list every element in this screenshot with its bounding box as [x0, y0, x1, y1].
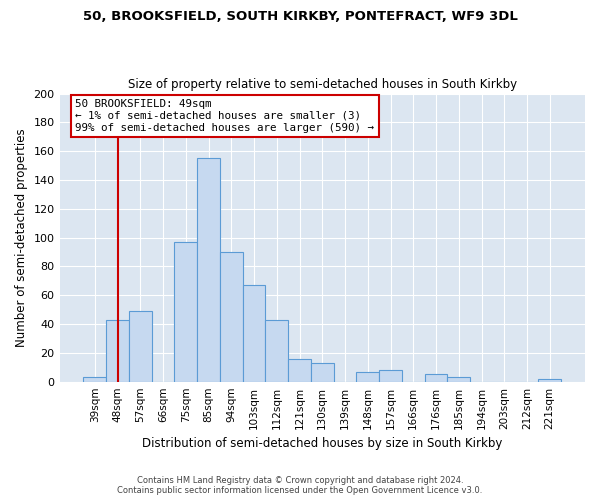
- Bar: [175, 242, 197, 382]
- Bar: [448, 378, 470, 382]
- Bar: [106, 320, 129, 382]
- Bar: [220, 252, 242, 382]
- Bar: [379, 370, 402, 382]
- Bar: [83, 378, 106, 382]
- Bar: [129, 311, 152, 382]
- Bar: [311, 363, 334, 382]
- Text: 50 BROOKSFIELD: 49sqm
← 1% of semi-detached houses are smaller (3)
99% of semi-d: 50 BROOKSFIELD: 49sqm ← 1% of semi-detac…: [76, 100, 374, 132]
- Bar: [425, 374, 448, 382]
- Y-axis label: Number of semi-detached properties: Number of semi-detached properties: [15, 128, 28, 347]
- Bar: [265, 320, 288, 382]
- Bar: [197, 158, 220, 382]
- Bar: [288, 358, 311, 382]
- Text: Contains HM Land Registry data © Crown copyright and database right 2024.
Contai: Contains HM Land Registry data © Crown c…: [118, 476, 482, 495]
- X-axis label: Distribution of semi-detached houses by size in South Kirkby: Distribution of semi-detached houses by …: [142, 437, 502, 450]
- Bar: [538, 379, 561, 382]
- Bar: [356, 372, 379, 382]
- Title: Size of property relative to semi-detached houses in South Kirkby: Size of property relative to semi-detach…: [128, 78, 517, 91]
- Bar: [242, 285, 265, 382]
- Text: 50, BROOKSFIELD, SOUTH KIRKBY, PONTEFRACT, WF9 3DL: 50, BROOKSFIELD, SOUTH KIRKBY, PONTEFRAC…: [83, 10, 517, 23]
